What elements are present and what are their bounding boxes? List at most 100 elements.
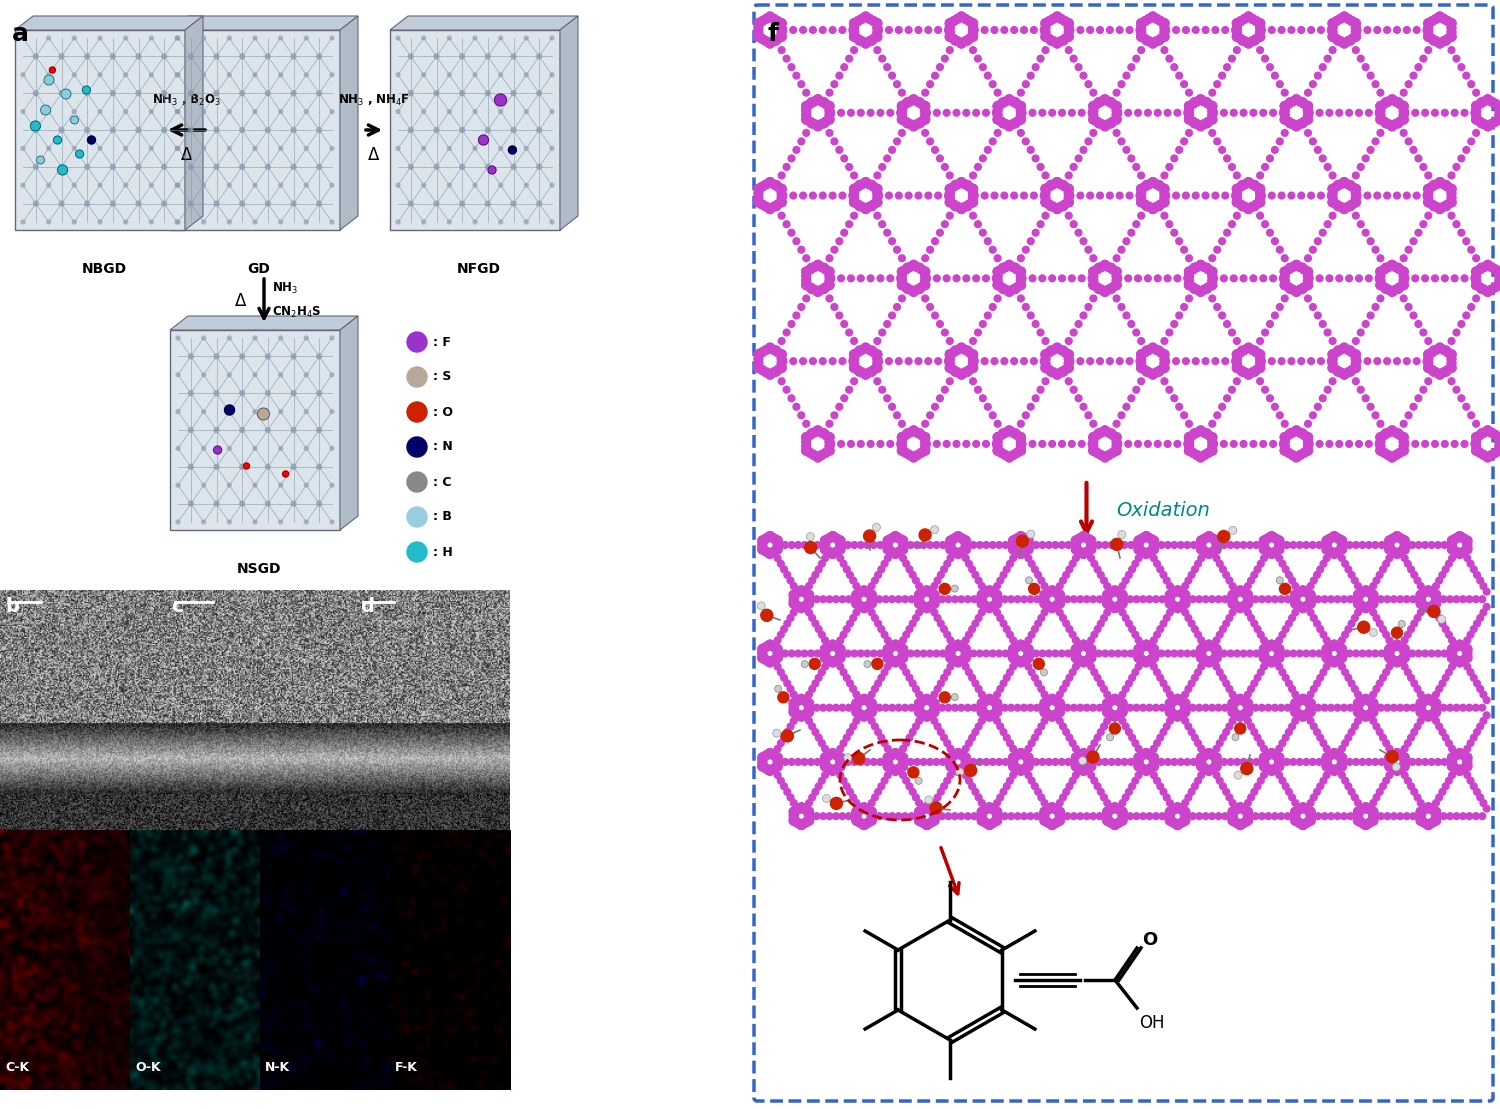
Circle shape: [1066, 358, 1074, 365]
Circle shape: [1299, 118, 1308, 126]
Circle shape: [1036, 221, 1044, 227]
Circle shape: [1400, 106, 1408, 115]
Circle shape: [837, 440, 844, 447]
Circle shape: [808, 263, 814, 271]
Circle shape: [1252, 204, 1258, 211]
Circle shape: [1041, 609, 1048, 615]
Circle shape: [780, 358, 788, 365]
Circle shape: [1344, 346, 1353, 355]
Circle shape: [1450, 752, 1460, 761]
Circle shape: [1184, 813, 1190, 820]
Circle shape: [915, 777, 922, 784]
Circle shape: [1448, 350, 1456, 359]
Circle shape: [1410, 237, 1418, 245]
Circle shape: [882, 813, 890, 820]
Circle shape: [836, 72, 843, 79]
Circle shape: [1416, 704, 1425, 714]
Circle shape: [946, 759, 956, 767]
Circle shape: [1430, 698, 1438, 706]
Circle shape: [1395, 642, 1404, 651]
Circle shape: [879, 163, 885, 171]
Circle shape: [1064, 680, 1070, 686]
Circle shape: [864, 661, 871, 668]
Circle shape: [897, 272, 906, 281]
Circle shape: [1299, 821, 1308, 830]
Circle shape: [1230, 110, 1238, 116]
Circle shape: [886, 763, 896, 772]
Circle shape: [1392, 120, 1401, 129]
Circle shape: [993, 281, 1002, 289]
Circle shape: [1414, 794, 1420, 801]
Circle shape: [1228, 599, 1238, 608]
Circle shape: [1228, 811, 1238, 820]
Circle shape: [1332, 34, 1341, 43]
Circle shape: [936, 321, 944, 327]
Circle shape: [834, 658, 840, 664]
Circle shape: [1377, 420, 1384, 427]
Circle shape: [922, 821, 932, 830]
Circle shape: [1056, 702, 1065, 711]
Circle shape: [1408, 759, 1416, 765]
Circle shape: [789, 816, 798, 825]
Circle shape: [885, 192, 892, 199]
Circle shape: [1024, 545, 1033, 553]
Circle shape: [1404, 704, 1410, 711]
Circle shape: [1384, 536, 1394, 546]
Circle shape: [1244, 12, 1252, 21]
Circle shape: [1275, 644, 1284, 653]
Circle shape: [1150, 554, 1156, 561]
Circle shape: [1197, 753, 1206, 762]
Circle shape: [1334, 596, 1341, 602]
Circle shape: [1284, 541, 1290, 548]
Circle shape: [1180, 708, 1190, 716]
Circle shape: [821, 762, 830, 771]
Circle shape: [1077, 813, 1083, 820]
Circle shape: [1257, 337, 1263, 345]
Circle shape: [1104, 609, 1110, 615]
Circle shape: [1101, 685, 1107, 692]
Circle shape: [1044, 696, 1052, 703]
Circle shape: [1306, 702, 1316, 711]
Circle shape: [1173, 821, 1182, 830]
Circle shape: [1264, 642, 1274, 651]
Circle shape: [1209, 90, 1215, 96]
Circle shape: [1395, 286, 1402, 293]
Circle shape: [942, 386, 948, 393]
Circle shape: [1328, 596, 1335, 602]
Circle shape: [861, 12, 870, 21]
Circle shape: [1358, 163, 1364, 171]
Circle shape: [802, 805, 808, 812]
Circle shape: [1366, 806, 1376, 815]
Circle shape: [1448, 47, 1455, 53]
Circle shape: [1377, 813, 1384, 820]
Circle shape: [1324, 547, 1334, 556]
Circle shape: [1000, 428, 1010, 437]
Circle shape: [1392, 763, 1401, 771]
Circle shape: [1334, 38, 1341, 45]
Circle shape: [816, 625, 822, 632]
Circle shape: [868, 182, 877, 191]
Circle shape: [1236, 34, 1245, 43]
Circle shape: [1118, 81, 1125, 88]
Circle shape: [804, 816, 813, 825]
Circle shape: [897, 446, 906, 455]
Circle shape: [1197, 542, 1206, 551]
Circle shape: [825, 433, 834, 441]
Circle shape: [1436, 12, 1444, 21]
Circle shape: [962, 762, 970, 771]
Circle shape: [1086, 753, 1095, 762]
Circle shape: [1154, 740, 1161, 746]
Circle shape: [804, 699, 813, 708]
Circle shape: [1236, 200, 1245, 208]
Circle shape: [1461, 766, 1467, 773]
Circle shape: [1082, 750, 1090, 760]
Circle shape: [330, 520, 334, 523]
Circle shape: [843, 734, 850, 741]
Circle shape: [1053, 712, 1060, 719]
Circle shape: [847, 440, 855, 447]
Circle shape: [873, 359, 882, 368]
Circle shape: [1382, 429, 1389, 436]
Circle shape: [1034, 704, 1041, 711]
Circle shape: [915, 596, 921, 602]
Circle shape: [201, 35, 206, 40]
